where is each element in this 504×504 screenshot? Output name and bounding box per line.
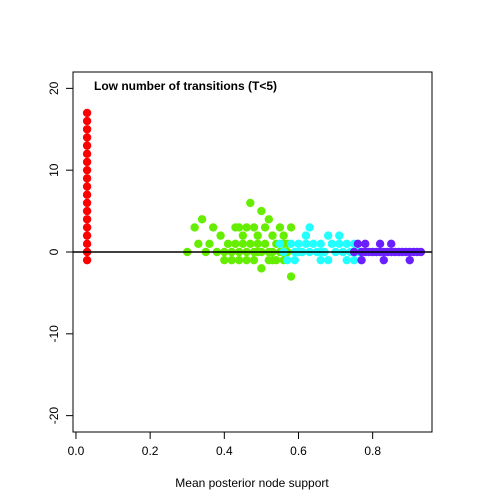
data-point <box>82 165 92 175</box>
data-point <box>82 206 92 216</box>
data-point <box>82 133 92 142</box>
data-point <box>242 255 251 265</box>
y-axis: -20 -10 0 10 20 <box>47 81 74 425</box>
data-point <box>238 231 248 240</box>
data-point <box>294 239 303 249</box>
chart-title: Low number of transitions (T<5) <box>94 79 277 93</box>
data-point <box>275 223 285 232</box>
data-point <box>82 198 92 208</box>
data-point <box>323 255 333 265</box>
y-tick-label: -20 <box>47 407 61 425</box>
data-point <box>323 231 333 240</box>
data-point <box>283 255 292 265</box>
data-point <box>231 239 240 249</box>
points-layer <box>82 108 426 281</box>
data-point <box>190 223 199 232</box>
data-point <box>257 206 266 216</box>
data-point <box>335 231 344 240</box>
data-point <box>268 255 277 265</box>
data-point <box>82 174 92 183</box>
data-point <box>82 231 92 240</box>
x-tick-label: 0.2 <box>142 444 159 458</box>
data-point <box>82 157 92 167</box>
data-point <box>316 255 325 265</box>
data-point <box>82 239 92 249</box>
data-point <box>194 239 203 249</box>
data-point <box>309 239 318 249</box>
data-point <box>253 239 262 249</box>
data-point <box>286 239 296 249</box>
data-point <box>375 239 385 249</box>
x-tick-label: 0.4 <box>216 444 233 458</box>
data-point <box>234 255 244 265</box>
data-point <box>223 239 233 249</box>
data-point <box>286 272 296 281</box>
data-point <box>387 239 396 249</box>
data-point <box>82 182 92 191</box>
data-point <box>82 190 92 199</box>
data-point <box>82 255 92 265</box>
data-point <box>227 255 236 265</box>
x-tick-label: 0.0 <box>68 444 85 458</box>
data-point <box>342 255 351 265</box>
data-point <box>82 141 92 150</box>
data-point <box>361 239 370 249</box>
y-tick-label: 10 <box>47 163 61 177</box>
data-point <box>234 223 244 232</box>
data-point <box>305 223 314 232</box>
x-axis: 0.0 0.2 0.4 0.6 0.8 <box>68 431 381 458</box>
data-point <box>82 149 92 159</box>
data-point <box>335 239 344 249</box>
data-point <box>286 223 296 232</box>
data-point <box>264 215 274 224</box>
data-point <box>238 239 248 249</box>
y-tick-label: 20 <box>47 81 61 95</box>
data-point <box>246 198 255 208</box>
data-point <box>220 255 229 265</box>
data-point <box>349 255 359 265</box>
data-point <box>327 239 337 249</box>
data-point <box>342 239 351 249</box>
data-point <box>275 239 285 249</box>
data-point <box>353 239 363 249</box>
data-point <box>260 239 270 249</box>
data-point <box>82 116 92 126</box>
data-point <box>246 239 255 249</box>
y-tick-label: -10 <box>47 325 61 343</box>
data-point <box>301 239 311 249</box>
data-point <box>379 255 388 265</box>
x-tick-label: 0.6 <box>290 444 307 458</box>
data-point <box>279 231 288 240</box>
data-point <box>82 215 92 224</box>
data-point <box>260 223 270 232</box>
data-point <box>405 255 414 265</box>
data-point <box>249 255 259 265</box>
data-point <box>205 239 214 249</box>
data-point <box>216 231 225 240</box>
data-point <box>249 223 259 232</box>
data-point <box>268 231 277 240</box>
y-tick-label: 0 <box>47 248 61 255</box>
data-point <box>301 231 311 240</box>
data-point <box>82 125 92 134</box>
data-point <box>290 255 299 265</box>
data-point <box>197 215 207 224</box>
data-point <box>253 231 262 240</box>
data-point <box>357 255 366 265</box>
data-point <box>82 108 92 118</box>
x-axis-title: Mean posterior node support <box>175 476 329 490</box>
data-point <box>242 223 251 232</box>
data-point <box>257 264 266 273</box>
data-point <box>316 239 325 249</box>
data-point <box>82 223 92 232</box>
x-tick-label: 0.8 <box>364 444 381 458</box>
data-point <box>208 223 218 232</box>
